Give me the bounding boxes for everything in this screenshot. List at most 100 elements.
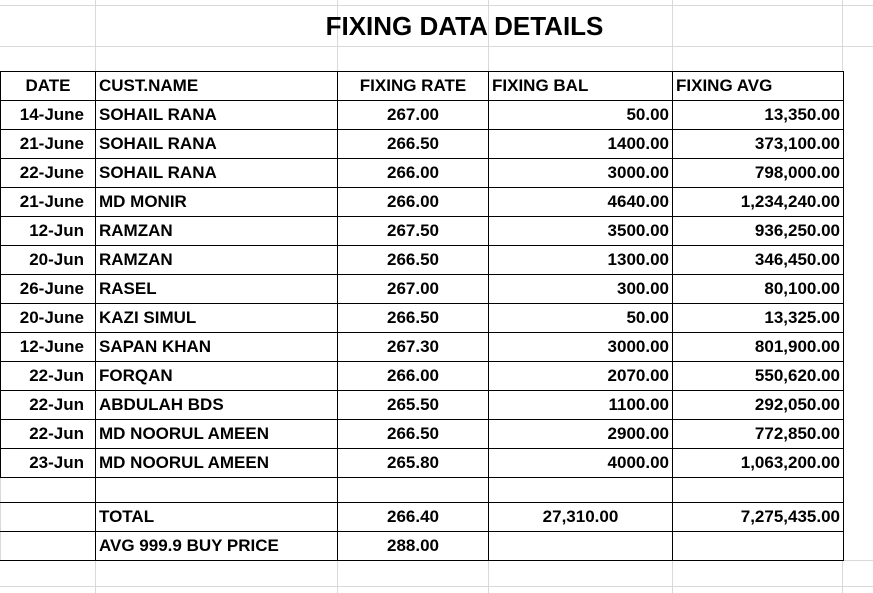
table-row: 22-Jun FORQAN 266.00 2070.00 550,620.00	[0, 361, 844, 391]
cell-date[interactable]	[0, 502, 96, 532]
cell-fixing-bal[interactable]: 3500.00	[488, 216, 673, 246]
cell-fixing-avg[interactable]: 13,325.00	[672, 303, 844, 333]
cell-date[interactable]	[0, 531, 96, 561]
cell-date[interactable]: 14-June	[0, 100, 96, 130]
cell-fixing-rate[interactable]: 267.30	[337, 332, 489, 362]
cell-fixing-bal[interactable]: 50.00	[488, 100, 673, 130]
cell-date[interactable]: 21-June	[0, 187, 96, 217]
cell-fixing-rate[interactable]: 267.00	[337, 274, 489, 304]
cell-fixing-avg[interactable]: 801,900.00	[672, 332, 844, 362]
table-row: 20-Jun RAMZAN 266.50 1300.00 346,450.00	[0, 245, 844, 275]
total-fixing-avg[interactable]: 7,275,435.00	[672, 502, 844, 532]
cell-fixing-avg[interactable]: 550,620.00	[672, 361, 844, 391]
cell-fixing-rate[interactable]: 266.50	[337, 419, 489, 449]
cell-date[interactable]: 22-Jun	[0, 390, 96, 420]
total-label[interactable]: TOTAL	[95, 502, 338, 532]
cell-fixing-bal[interactable]: 1300.00	[488, 245, 673, 275]
cell-fixing-rate[interactable]: 265.80	[337, 448, 489, 478]
cell-fixing-bal[interactable]: 3000.00	[488, 332, 673, 362]
cell-fixing-avg[interactable]: 1,063,200.00	[672, 448, 844, 478]
cell-fixing-rate[interactable]: 266.00	[337, 187, 489, 217]
cell-fixing-bal[interactable]: 50.00	[488, 303, 673, 333]
cell-fixing-bal[interactable]: 1400.00	[488, 129, 673, 159]
cell-cust-name[interactable]: MD NOORUL AMEEN	[95, 419, 338, 449]
cell-fixing-rate[interactable]: 266.00	[337, 361, 489, 391]
cell-date[interactable]: 22-Jun	[0, 419, 96, 449]
cell-fixing-avg[interactable]: 346,450.00	[672, 245, 844, 275]
cell-date[interactable]: 22-Jun	[0, 361, 96, 391]
cell-cust-name[interactable]: MD NOORUL AMEEN	[95, 448, 338, 478]
cell-date[interactable]: 12-June	[0, 332, 96, 362]
table-row: 22-June SOHAIL RANA 266.00 3000.00 798,000.0…	[0, 158, 844, 188]
cell-date[interactable]: 26-June	[0, 274, 96, 304]
cell-cust-name[interactable]: SOHAIL RANA	[95, 129, 338, 159]
header-date[interactable]: DATE	[0, 71, 96, 101]
cell-date[interactable]: 21-June	[0, 129, 96, 159]
cell-fixing-bal[interactable]: 2900.00	[488, 419, 673, 449]
cell-fixing-bal[interactable]: 300.00	[488, 274, 673, 304]
cell-fixing-avg[interactable]: 772,850.00	[672, 419, 844, 449]
cell-fixing-bal[interactable]: 4640.00	[488, 187, 673, 217]
table-row: 22-Jun MD NOORUL AMEEN 266.50 2900.00 772,85…	[0, 419, 844, 449]
header-fixing-bal[interactable]: FIXING BAL	[488, 71, 673, 101]
cell-cust-name[interactable]: SOHAIL RANA	[95, 158, 338, 188]
total-fixing-rate[interactable]: 266.40	[337, 502, 489, 532]
header-fixing-rate[interactable]: FIXING RATE	[337, 71, 489, 101]
cell-fixing-avg[interactable]: 13,350.00	[672, 100, 844, 130]
cell-cust-name[interactable]: RASEL	[95, 274, 338, 304]
header-fixing-avg[interactable]: FIXING AVG	[672, 71, 844, 101]
cell-fixing-rate[interactable]: 266.50	[337, 303, 489, 333]
table-row: 26-June RASEL 267.00 300.00 80,100.00	[0, 274, 844, 304]
table-row: 20-June KAZI SIMUL 266.50 50.00 13,325.00	[0, 303, 844, 333]
cell-fixing-rate[interactable]: 265.50	[337, 390, 489, 420]
cell-cust-name[interactable]: SOHAIL RANA	[95, 100, 338, 130]
header-row: DATE CUST.NAME FIXING RATE FIXING BAL FI…	[0, 71, 844, 101]
cell-fixing-avg[interactable]	[672, 531, 844, 561]
cell-date[interactable]: 20-June	[0, 303, 96, 333]
cell-fixing-bal[interactable]: 4000.00	[488, 448, 673, 478]
cell-fixing-avg[interactable]	[672, 477, 844, 503]
cell-date[interactable]: 12-Jun	[0, 216, 96, 246]
cell-fixing-avg[interactable]: 292,050.00	[672, 390, 844, 420]
cell-date[interactable]: 23-Jun	[0, 448, 96, 478]
table-row: 14-June SOHAIL RANA 267.00 50.00 13,350.00	[0, 100, 844, 130]
cell-fixing-bal[interactable]: 2070.00	[488, 361, 673, 391]
cell-fixing-bal[interactable]: 3000.00	[488, 158, 673, 188]
cell-date[interactable]: 22-June	[0, 158, 96, 188]
avg-buy-price-label[interactable]: AVG 999.9 BUY PRICE	[95, 531, 338, 561]
cell-fixing-avg[interactable]: 798,000.00	[672, 158, 844, 188]
cell-cust-name[interactable]: FORQAN	[95, 361, 338, 391]
cell-cust-name[interactable]: KAZI SIMUL	[95, 303, 338, 333]
cell-fixing-avg[interactable]: 373,100.00	[672, 129, 844, 159]
table-row: 12-Jun RAMZAN 267.50 3500.00 936,250.00	[0, 216, 844, 246]
avg-buy-price-row: AVG 999.9 BUY PRICE 288.00	[0, 531, 844, 561]
cell-fixing-rate[interactable]: 266.50	[337, 245, 489, 275]
table-row: 12-June SAPAN KHAN 267.30 3000.00 801,900.00	[0, 332, 844, 362]
avg-buy-price-value[interactable]: 288.00	[337, 531, 489, 561]
cell-fixing-bal[interactable]	[488, 531, 673, 561]
table-row: 23-Jun MD NOORUL AMEEN 265.80 4000.00 1,063,…	[0, 448, 844, 478]
cell-date[interactable]	[0, 477, 96, 503]
cell-fixing-rate[interactable]	[337, 477, 489, 503]
cell-fixing-avg[interactable]: 936,250.00	[672, 216, 844, 246]
cell-cust-name[interactable]: ABDULAH BDS	[95, 390, 338, 420]
cell-fixing-bal[interactable]	[488, 477, 673, 503]
cell-fixing-avg[interactable]: 1,234,240.00	[672, 187, 844, 217]
table-row: 22-Jun ABDULAH BDS 265.50 1100.00 292,050.00	[0, 390, 844, 420]
header-cust-name[interactable]: CUST.NAME	[95, 71, 338, 101]
cell-fixing-rate[interactable]: 267.50	[337, 216, 489, 246]
cell-fixing-rate[interactable]: 266.50	[337, 129, 489, 159]
cell-cust-name[interactable]: RAMZAN	[95, 216, 338, 246]
cell-cust-name[interactable]: SAPAN KHAN	[95, 332, 338, 362]
cell-date[interactable]: 20-Jun	[0, 245, 96, 275]
cell-fixing-rate[interactable]: 266.00	[337, 158, 489, 188]
cell-fixing-avg[interactable]: 80,100.00	[672, 274, 844, 304]
cell-cust-name[interactable]	[95, 477, 338, 503]
table-row: 21-June MD MONIR 266.00 4640.00 1,234,240.00	[0, 187, 844, 217]
total-fixing-bal[interactable]: 27,310.00	[488, 502, 673, 532]
sheet-title: FIXING DATA DETAILS	[325, 11, 604, 41]
cell-fixing-rate[interactable]: 267.00	[337, 100, 489, 130]
cell-cust-name[interactable]: RAMZAN	[95, 245, 338, 275]
cell-cust-name[interactable]: MD MONIR	[95, 187, 338, 217]
cell-fixing-bal[interactable]: 1100.00	[488, 390, 673, 420]
